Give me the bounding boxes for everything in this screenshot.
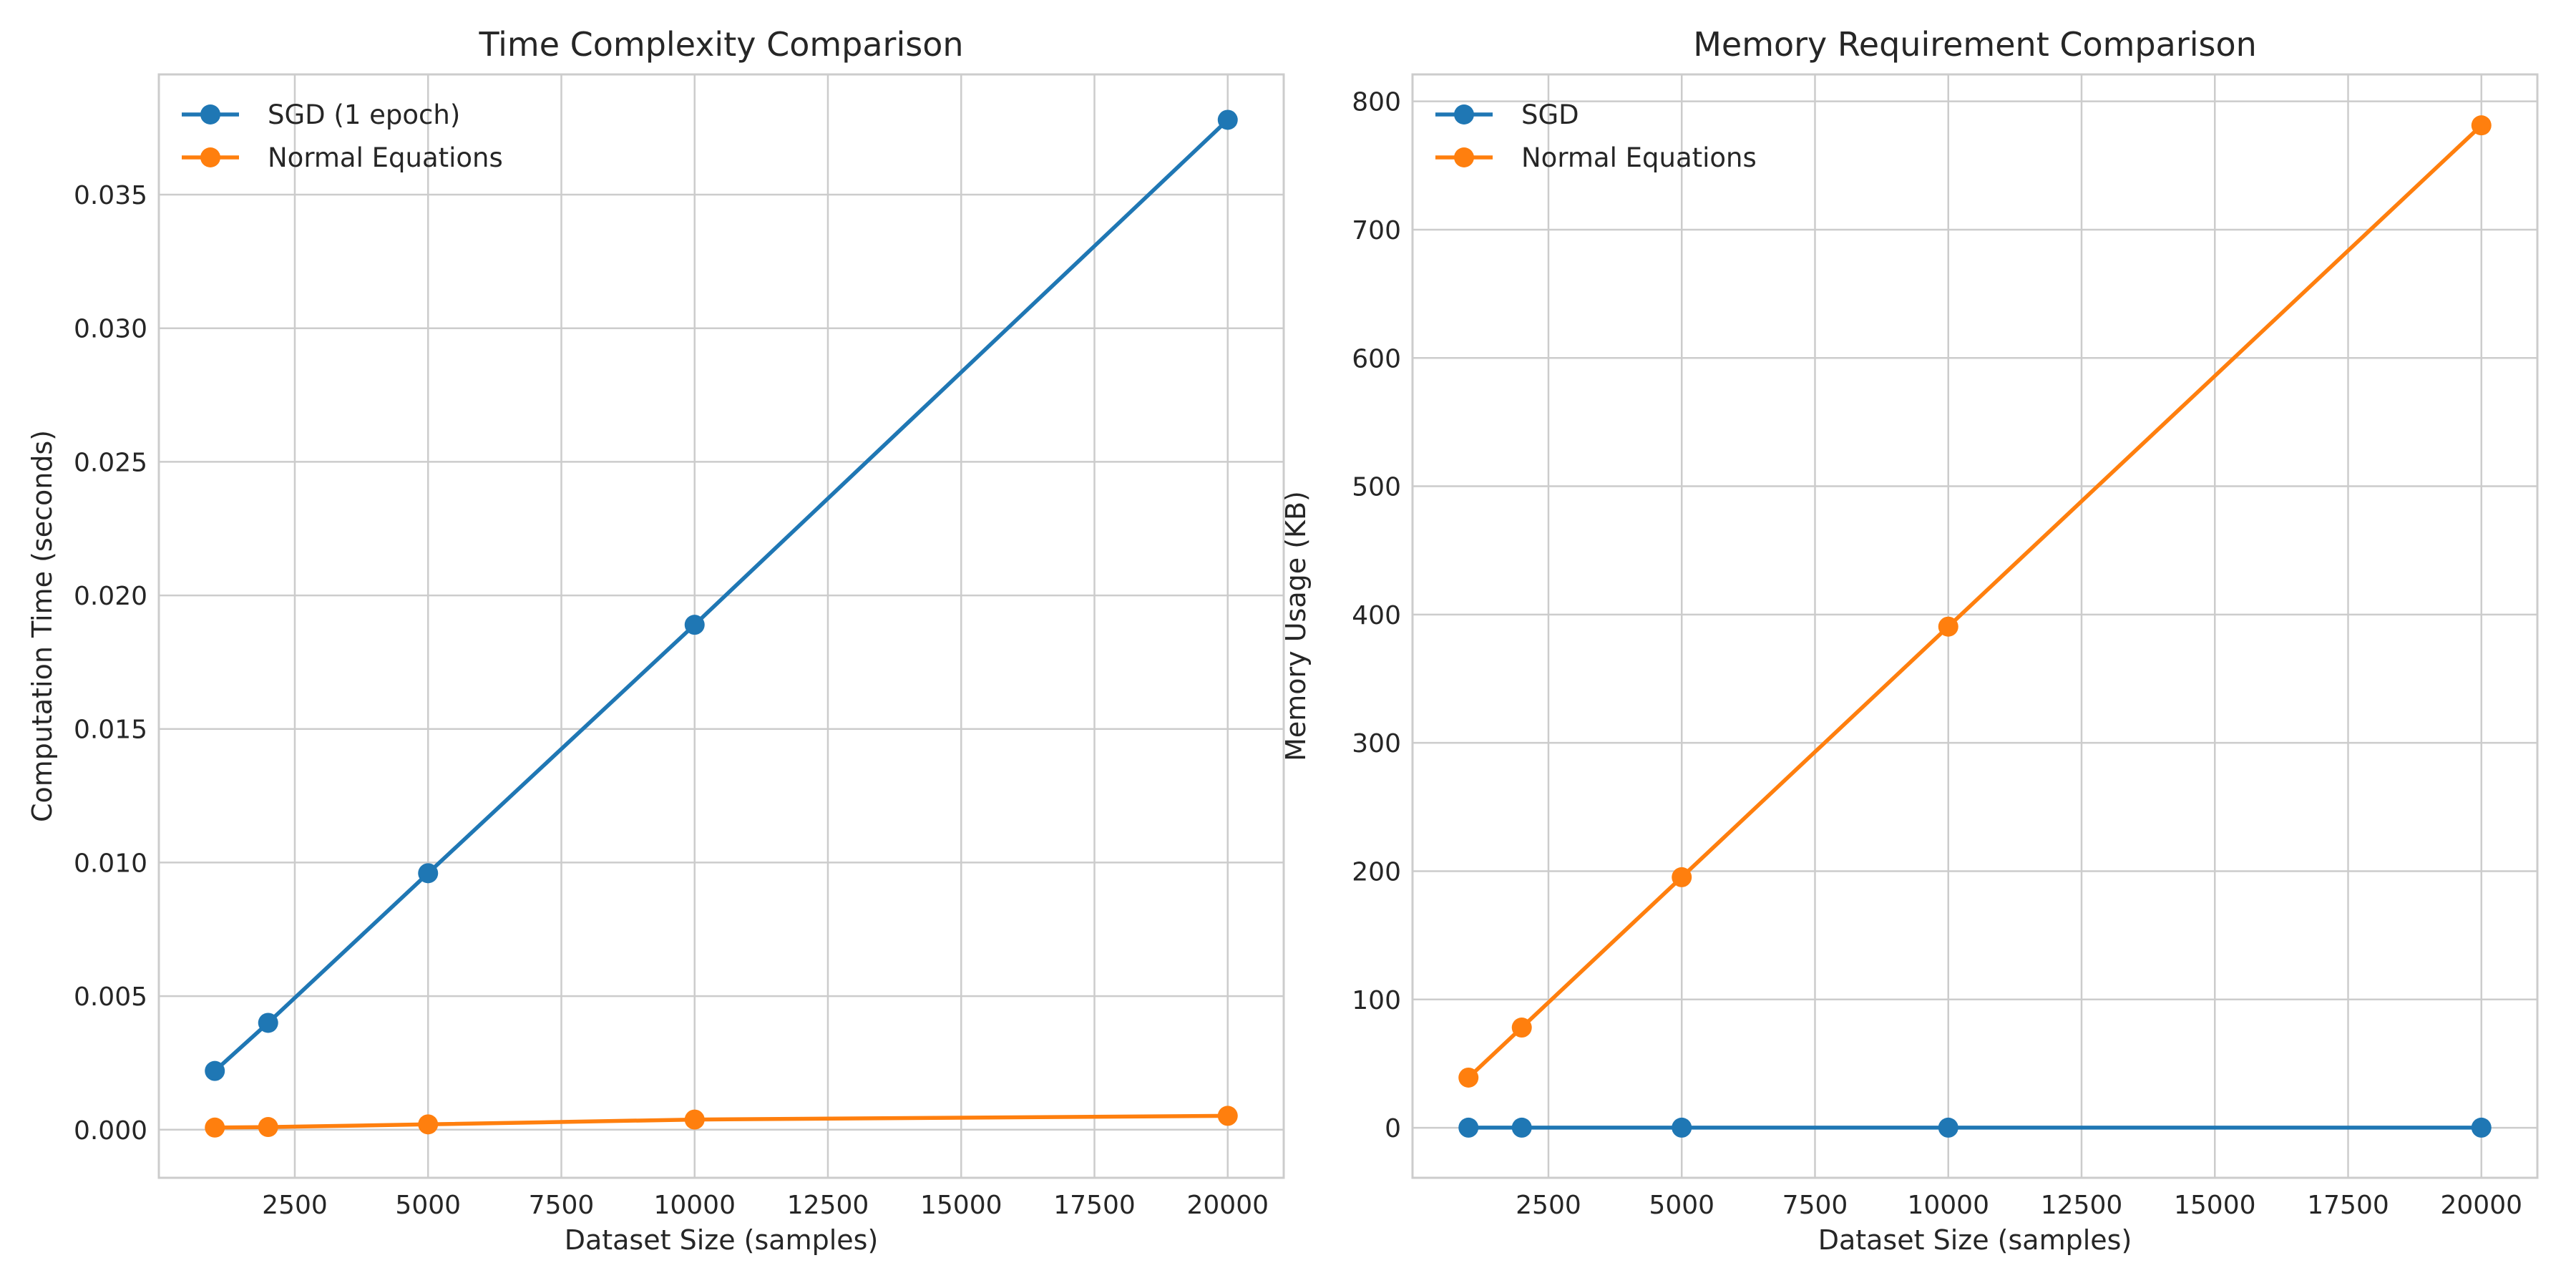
x-tick-label: 10000	[1907, 1191, 1989, 1220]
y-tick-label: 0.020	[74, 582, 147, 611]
y-tick-label: 0.015	[74, 716, 147, 745]
y-tick-label: 0.005	[74, 982, 147, 1012]
x-tick-label: 10000	[653, 1191, 736, 1220]
x-tick-label: 2500	[262, 1191, 328, 1220]
x-tick-label: 17500	[2307, 1191, 2389, 1220]
y-tick-label: 200	[1352, 857, 1401, 887]
x-tick-label: 7500	[529, 1191, 595, 1220]
x-tick-label: 15000	[920, 1191, 1002, 1220]
data-point	[1217, 1106, 1238, 1126]
data-point	[258, 1013, 278, 1033]
legend-item: SGD (1 epoch)	[182, 99, 460, 130]
y-tick-label: 0.035	[74, 181, 147, 210]
data-point	[1511, 1117, 1532, 1138]
data-point	[684, 1109, 705, 1130]
x-tick-label: 2500	[1516, 1191, 1581, 1220]
x-tick-label: 5000	[395, 1191, 461, 1220]
data-point	[1938, 1117, 1958, 1138]
legend-marker	[200, 104, 220, 125]
data-point	[1672, 1117, 1692, 1138]
y-tick-label: 0.025	[74, 448, 147, 477]
time-complexity-chart: 2500 5000 7500 10000 12500 15000 17500 20000 0.0…	[26, 25, 1285, 1256]
y-tick-label: 0	[1385, 1114, 1401, 1143]
data-point	[1458, 1117, 1479, 1138]
x-axis-label: Dataset Size (samples)	[565, 1224, 879, 1256]
x-tick-label: 17500	[1053, 1191, 1136, 1220]
memory-requirement-chart: 2500 5000 7500 10000 12500 15000 17500 20000 0 10…	[1280, 25, 2539, 1256]
y-tick-label: 500	[1352, 473, 1401, 502]
series-sgd	[1458, 1117, 2492, 1138]
series-line	[1466, 123, 2484, 1080]
x-tick-label: 15000	[2174, 1191, 2256, 1220]
plot-frame	[1411, 73, 2539, 1179]
data-point	[2471, 115, 2492, 136]
data-point	[258, 1117, 278, 1138]
series-line	[213, 1113, 1230, 1130]
y-tick-label: 0.030	[74, 315, 147, 344]
chart-title: Memory Requirement Comparison	[1693, 25, 2257, 64]
legend: SGD Normal Equations	[1435, 99, 1757, 173]
legend-marker	[200, 147, 220, 167]
y-tick-label: 0.010	[74, 849, 147, 878]
x-tick-label: 20000	[2441, 1191, 2523, 1220]
legend-label: SGD	[1521, 99, 1579, 130]
legend-label: Normal Equations	[268, 142, 503, 173]
legend: SGD (1 epoch) Normal Equations	[182, 99, 503, 173]
x-tick-label: 20000	[1187, 1191, 1269, 1220]
x-axis-label: Dataset Size (samples)	[1818, 1224, 2132, 1256]
data-point	[418, 863, 439, 884]
x-tick-label: 12500	[787, 1191, 869, 1220]
legend-item: SGD	[1435, 99, 1579, 130]
legend-item: Normal Equations	[1435, 142, 1757, 173]
y-tick-label: 400	[1352, 601, 1401, 630]
series-sgd-1-epoch	[205, 109, 1238, 1081]
data-point	[1672, 867, 1692, 887]
y-tick-label: 800	[1352, 88, 1401, 117]
y-tick-label: 0.000	[74, 1116, 147, 1146]
series-normal-equations	[205, 1106, 1238, 1138]
y-tick-label: 600	[1352, 344, 1401, 374]
data-point	[418, 1114, 439, 1135]
y-tick-label: 700	[1352, 216, 1401, 245]
legend-marker	[1454, 104, 1474, 125]
data-point	[1217, 109, 1238, 130]
legend-label: SGD (1 epoch)	[268, 99, 460, 130]
data-point	[205, 1117, 225, 1138]
legend-item: Normal Equations	[182, 142, 503, 173]
legend-marker	[1454, 147, 1474, 167]
series-normal-equations	[1458, 115, 2492, 1088]
data-point	[1938, 616, 1958, 637]
data-point	[205, 1060, 225, 1081]
x-tick-label: 5000	[1649, 1191, 1714, 1220]
data-point	[1511, 1018, 1532, 1038]
y-axis-label: Memory Usage (KB)	[1280, 491, 1312, 761]
y-tick-label: 100	[1352, 986, 1401, 1015]
y-tick-label: 300	[1352, 729, 1401, 758]
data-point	[684, 615, 705, 635]
x-tick-label: 7500	[1782, 1191, 1848, 1220]
x-tick-label: 12500	[2041, 1191, 2123, 1220]
y-axis-label: Computation Time (seconds)	[26, 430, 58, 822]
legend-label: Normal Equations	[1521, 142, 1757, 173]
data-point	[2471, 1117, 2492, 1138]
chart-title: Time Complexity Comparison	[478, 25, 963, 64]
plot-frame	[157, 73, 1285, 1179]
data-point	[1458, 1067, 1479, 1088]
